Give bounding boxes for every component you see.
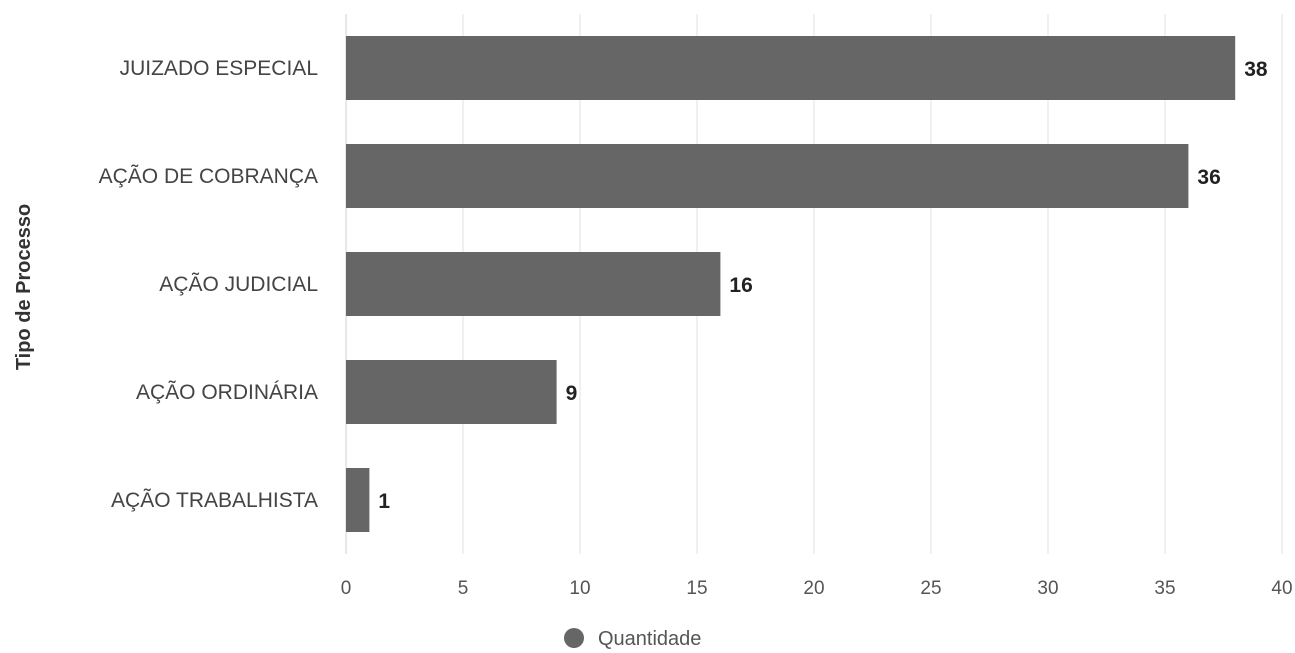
legend[interactable]: Quantidade [564, 628, 701, 650]
legend-swatch-quantidade [564, 628, 584, 648]
x-tick-label: 15 [686, 578, 707, 599]
bar[interactable] [346, 468, 370, 532]
bar[interactable] [346, 252, 721, 316]
x-tick-label: 5 [458, 578, 469, 599]
data-label: 16 [729, 274, 752, 297]
x-tick-label: 25 [920, 578, 941, 599]
x-tick-label: 20 [803, 578, 824, 599]
x-tick-label: 30 [1037, 578, 1058, 599]
bar[interactable] [346, 36, 1236, 100]
bar[interactable] [346, 360, 557, 424]
category-label: AÇÃO TRABALHISTA [111, 488, 318, 512]
data-label: 9 [566, 382, 578, 405]
y-axis-title: Tipo de Processo [13, 204, 35, 370]
category-label: AÇÃO DE COBRANÇA [99, 164, 318, 188]
gridlines [345, 14, 1283, 554]
data-label: 38 [1244, 58, 1268, 81]
bar[interactable] [346, 144, 1189, 208]
category-label: AÇÃO ORDINÁRIA [136, 380, 318, 404]
x-tick-label: 35 [1154, 578, 1175, 599]
category-label: AÇÃO JUDICIAL [159, 272, 318, 296]
x-tick-label: 0 [341, 578, 352, 599]
data-label: 1 [378, 490, 390, 513]
x-tick-label: 40 [1271, 578, 1292, 599]
bars [346, 36, 1236, 532]
data-label: 36 [1197, 166, 1220, 189]
data-labels: 38 36 16 9 1 [378, 58, 1267, 513]
x-tick-label: 10 [569, 578, 590, 599]
category-label: JUIZADO ESPECIAL [120, 57, 318, 80]
x-tick-labels: 0 5 10 15 20 25 30 35 40 [341, 578, 1293, 599]
category-labels: JUIZADO ESPECIAL AÇÃO DE COBRANÇA AÇÃO JUD… [99, 57, 318, 512]
legend-label-quantidade: Quantidade [598, 628, 701, 650]
